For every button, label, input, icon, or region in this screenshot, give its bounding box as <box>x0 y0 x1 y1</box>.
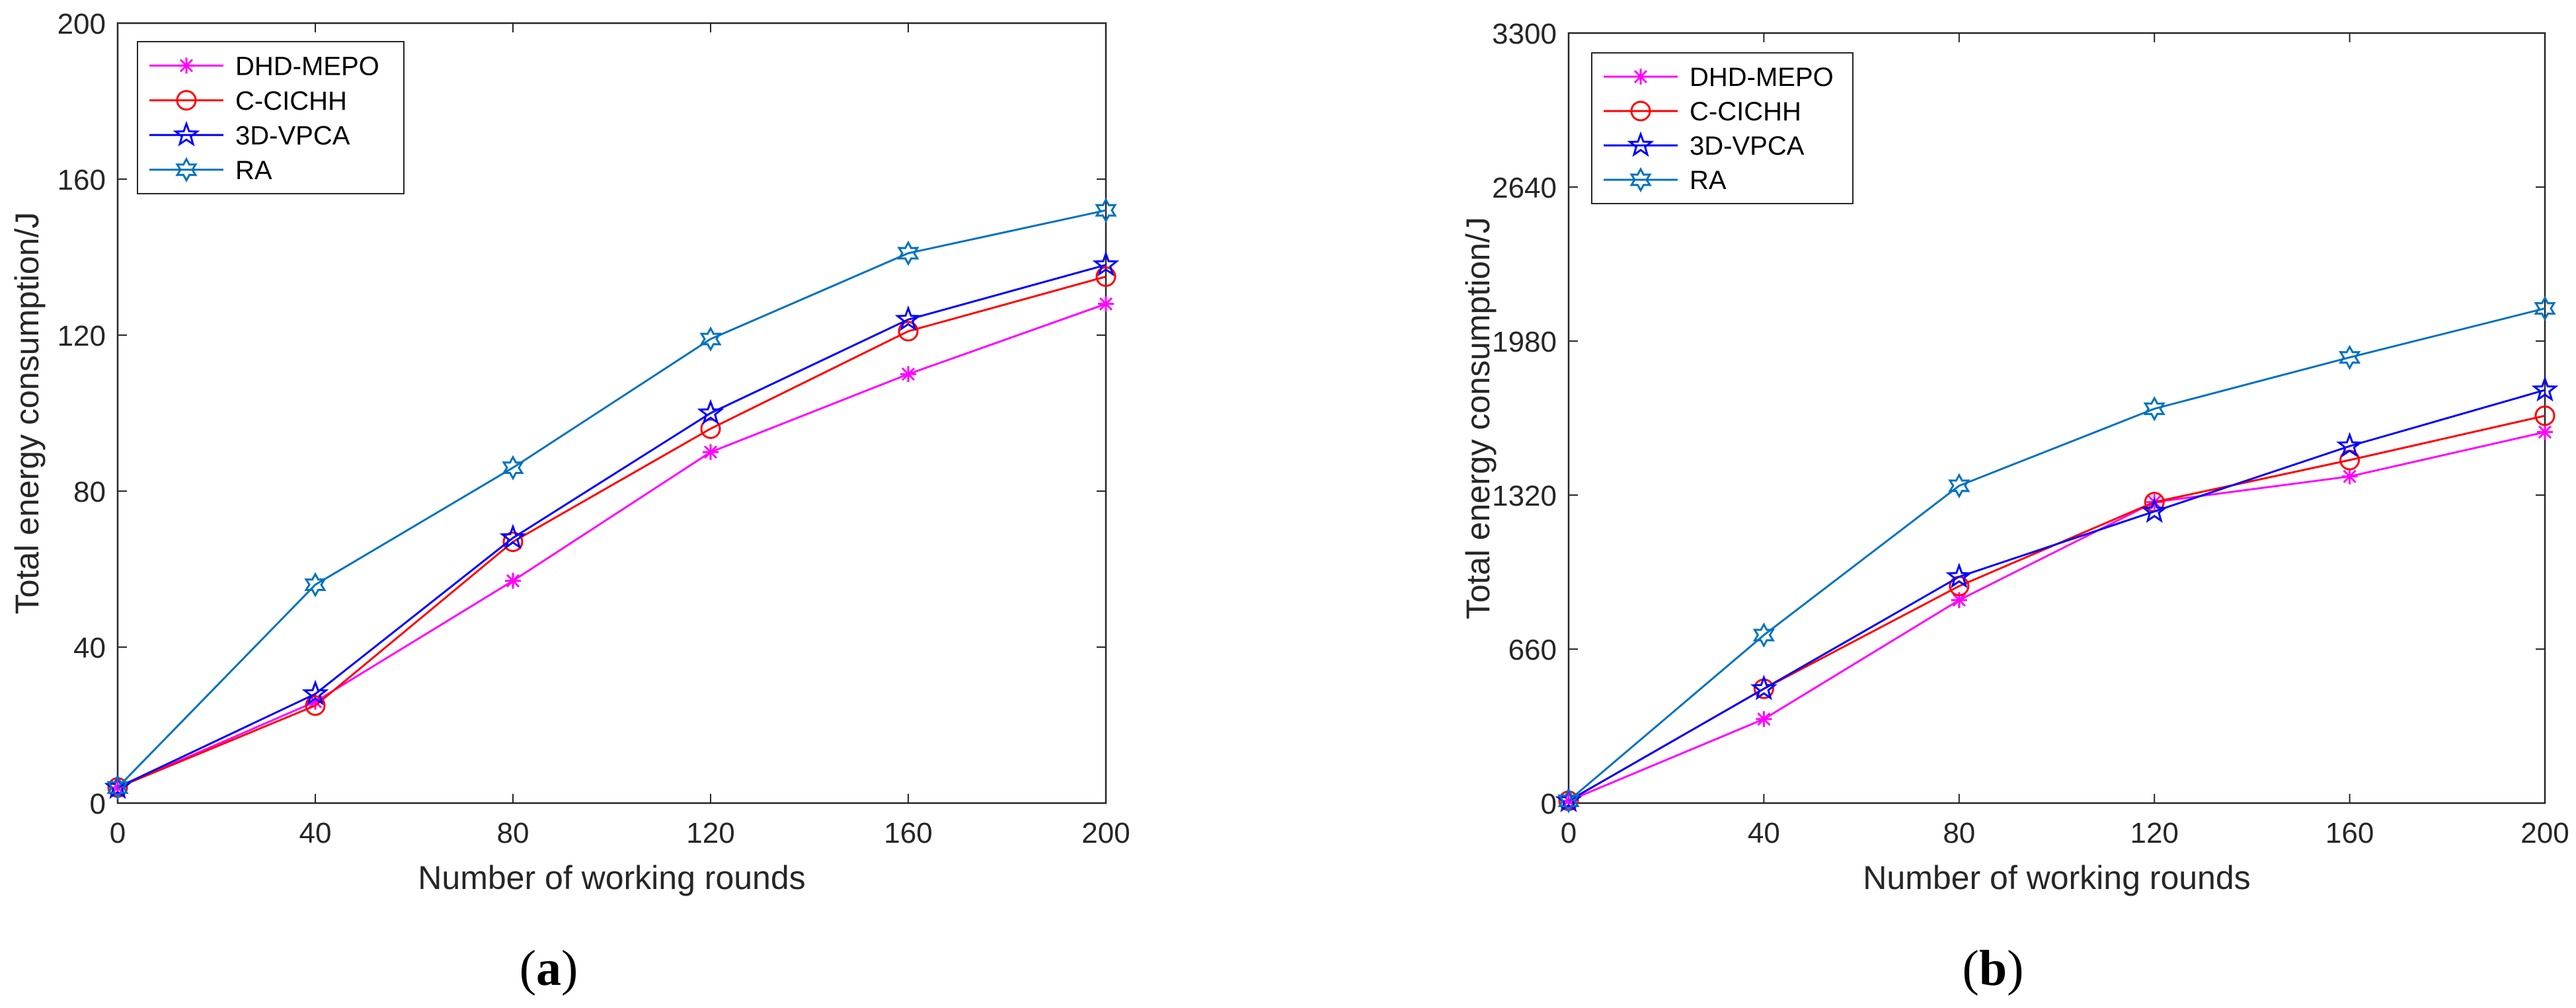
panel-b-point-3d-vpca <box>2336 432 2363 458</box>
panel-b-point-c-cichh <box>2534 405 2556 426</box>
panel-a-point-ra <box>699 326 722 352</box>
panel-a-x-tick-label: 160 <box>884 817 932 849</box>
panel-b-caption: (b) <box>1963 941 2024 996</box>
panel-b-legend-label-ra: RA <box>1690 166 1727 195</box>
panel-a-y-tick-label: 120 <box>58 320 106 352</box>
panel-a-point-ra <box>897 240 919 266</box>
panel-b-point-3d-vpca <box>1750 674 1777 701</box>
panel-a-point-3d-vpca <box>697 399 724 425</box>
panel-a-y-tick-label: 80 <box>73 476 106 508</box>
panel-a-point-dhd-mepo <box>1098 295 1114 312</box>
panel-a-point-c-cichh <box>1095 266 1116 287</box>
panel-b-point-ra <box>1557 788 1580 814</box>
panel-b-legend-marker-ra <box>1629 167 1652 193</box>
panel-a-legend-label-c-cichh: C-CICHH <box>235 87 347 116</box>
panel-a-point-c-cichh <box>305 695 326 716</box>
panel-a-legend-label-dhd-mepo: DHD-MEPO <box>235 52 379 81</box>
panel-b-point-ra <box>2143 396 2166 422</box>
panel-a-point-ra <box>304 572 327 598</box>
panel-a-series-line-c-cichh <box>117 276 1107 789</box>
panel-b-x-tick-label: 160 <box>2325 817 2374 849</box>
panel-b-point-3d-vpca <box>1945 562 1973 588</box>
panel-a-y-tick-label: 200 <box>58 8 106 40</box>
panel-b-x-axis-label: Number of working rounds <box>1863 859 2250 896</box>
panel-b-series-line-ra <box>1568 307 2546 802</box>
panel-b-point-dhd-mepo <box>1756 711 1772 727</box>
panel-a-x-tick-label: 0 <box>110 817 126 849</box>
panel-a-point-c-cichh <box>502 531 524 553</box>
panel-a-point-3d-vpca <box>499 523 527 550</box>
panel-b-x-tick-label: 80 <box>1943 817 1975 849</box>
panel-b-point-3d-vpca <box>2140 497 2168 523</box>
panel-b-point-3d-vpca <box>2531 375 2559 402</box>
panel-b-legend-label-dhd-mepo: DHD-MEPO <box>1690 63 1834 92</box>
panel-b-series-line-3d-vpca <box>1568 389 2546 802</box>
panel-a-legend: DHD-MEPO C-CICHH 3D-VPCA RA <box>137 41 405 194</box>
panel-a-point-3d-vpca <box>301 679 329 706</box>
panel-b-y-tick-label: 3300 <box>1492 18 1557 50</box>
panel-a-y-axis-label: Total energy consumption/J <box>9 212 46 615</box>
panel-b-legend: DHD-MEPO C-CICHH 3D-VPCA RA <box>1591 52 1854 204</box>
panel-b-y-tick-label: 1320 <box>1492 480 1557 512</box>
panel-a-series-line-dhd-mepo <box>117 303 1107 789</box>
panel-a-point-ra <box>502 455 524 481</box>
panel-a-point-3d-vpca <box>1092 251 1120 277</box>
panel-a-x-tick-label: 120 <box>686 817 734 849</box>
panel-b-legend-label-3d-vpca: 3D-VPCA <box>1690 132 1805 161</box>
panel-a-series-line-3d-vpca <box>117 264 1107 789</box>
panel-b-y-tick-label: 660 <box>1508 634 1557 666</box>
panel-a-point-c-cichh <box>700 418 721 440</box>
panel-a-x-axis-label: Number of working rounds <box>418 859 805 896</box>
panel-b-y-tick-label: 1980 <box>1492 326 1557 358</box>
panel-b-legend-box <box>1591 52 1854 204</box>
panel-b-legend-marker-c-cichh <box>1630 100 1651 122</box>
panel-b-point-ra <box>2534 295 2556 321</box>
panel-b-x-tick-label: 200 <box>2520 817 2569 849</box>
panel-a-legend-label-3d-vpca: 3D-VPCA <box>235 121 350 150</box>
panel-a-legend-marker-c-cichh <box>176 90 197 111</box>
panel-a-point-ra <box>1095 198 1117 223</box>
panel-a-legend-marker-3d-vpca <box>173 120 200 147</box>
panel-a-y-tick-label: 0 <box>90 788 106 820</box>
panel-b-point-ra <box>2338 344 2361 370</box>
panel-a-legend-marker-dhd-mepo <box>178 58 194 74</box>
panel-a-x-tick-label: 200 <box>1081 817 1130 849</box>
panel-a-point-dhd-mepo <box>307 693 323 710</box>
panel-b-point-dhd-mepo <box>1951 592 1967 608</box>
panel-a-point-c-cichh <box>898 321 919 342</box>
panel-b-point-ra <box>1752 622 1776 648</box>
panel-a-legend-marker-ra <box>175 157 198 182</box>
panel-b-point-ra <box>1948 473 1971 499</box>
panel-a-point-ra <box>106 775 129 800</box>
panel-b-legend-marker-3d-vpca <box>1627 131 1655 157</box>
panel-b-y-axis-label: Total energy consumption/J <box>1460 217 1497 619</box>
panel-a-legend-label-ra: RA <box>235 156 272 185</box>
panel-a-series-line-ra <box>116 209 1107 789</box>
panel-b-point-dhd-mepo <box>2537 424 2553 440</box>
panel-b-series-line-dhd-mepo <box>1568 431 2546 802</box>
panel-b-point-dhd-mepo <box>2341 468 2358 485</box>
panel-a-caption: (a) <box>520 941 578 996</box>
panel-a-point-dhd-mepo <box>900 366 916 382</box>
panel-a-y-tick-label: 160 <box>58 164 106 196</box>
panel-a-x-tick-label: 40 <box>299 817 332 849</box>
panel-b-legend-label-c-cichh: C-CICHH <box>1690 97 1801 126</box>
chart-panel-b: 0 40 80 120 160 200 0 660 1320 1980 2640 3300 Number… <box>1460 18 2569 996</box>
panel-a-point-dhd-mepo <box>505 572 521 589</box>
chart-panel-a: 0 40 80 120 160 200 0 40 80 120 160 200 Number of wo… <box>9 8 1130 996</box>
panel-a-legend-box <box>137 41 405 194</box>
panel-a-point-3d-vpca <box>894 305 922 331</box>
panel-a-point-dhd-mepo <box>703 444 719 460</box>
panel-b-y-tick-label: 2640 <box>1492 172 1557 204</box>
panel-b-x-tick-label: 40 <box>1748 817 1780 849</box>
panel-a-x-tick-label: 80 <box>497 817 529 849</box>
panel-b-x-tick-label: 0 <box>1561 817 1577 849</box>
panel-b-x-tick-label: 120 <box>2130 817 2178 849</box>
panel-b-y-tick-label: 0 <box>1541 788 1557 820</box>
panel-a-y-tick-label: 40 <box>73 632 106 664</box>
panel-b-legend-marker-dhd-mepo <box>1633 69 1649 85</box>
